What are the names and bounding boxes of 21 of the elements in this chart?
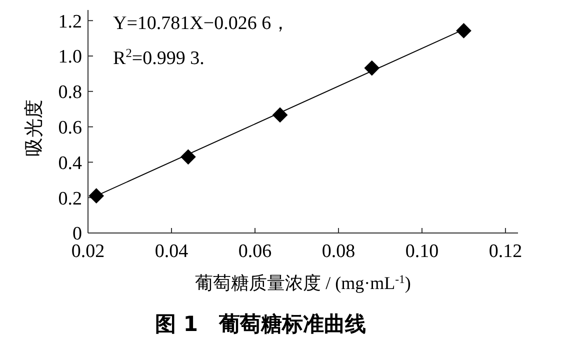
y-tick-label: 0.6	[58, 117, 82, 138]
point	[272, 107, 288, 123]
text: 图 1 葡萄糖标准曲线	[155, 312, 366, 336]
y-tick-label: 0.2	[58, 188, 82, 210]
point	[364, 60, 380, 76]
x-tick-label: 0.12	[488, 241, 522, 262]
annotation: Y=10.781X−0.026 6，	[113, 13, 290, 34]
x-tick-label: 0.06	[238, 241, 272, 262]
y-axis-title: 吸光度	[23, 100, 45, 157]
x-tick-label: 0.08	[322, 241, 356, 262]
y-tick-label: 0.4	[58, 152, 82, 174]
x-tick-label: 0.10	[405, 241, 439, 262]
x-tick-label: 0.04	[154, 241, 189, 262]
y-tick-label: 1.2	[58, 11, 82, 32]
point	[456, 23, 472, 38]
x-axis-title: 葡萄糖质量浓度 / (mg·mL$^{-1}$)	[195, 272, 411, 293]
y-tick-label: 0.8	[58, 82, 82, 104]
point	[88, 188, 104, 204]
y-tick-label: 1.0	[58, 46, 82, 68]
point	[180, 149, 196, 165]
annotation: R$^{2}$=0.999 3.	[113, 46, 204, 69]
